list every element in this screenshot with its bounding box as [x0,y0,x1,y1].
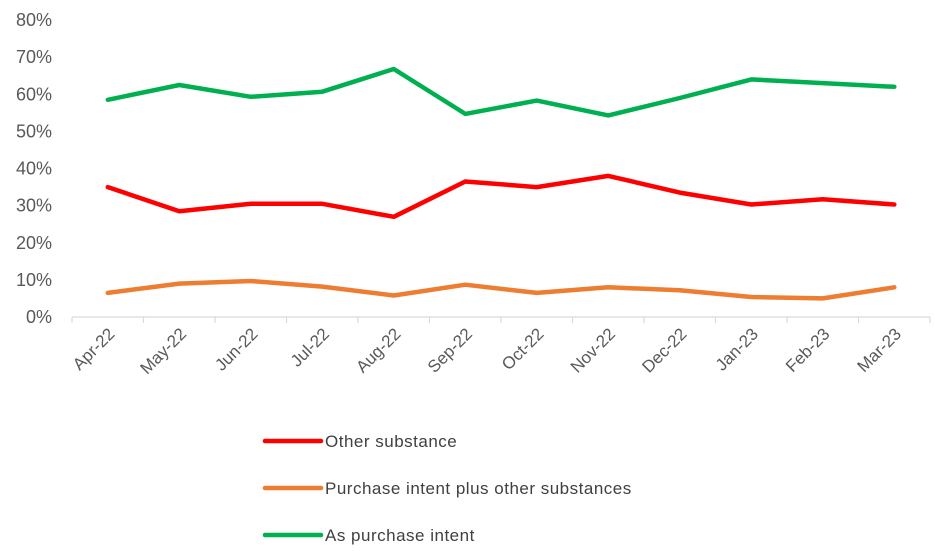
x-tick-label: Jul-22 [287,324,333,370]
y-tick-label: 60% [16,84,52,104]
y-tick-label: 70% [16,47,52,67]
legend-label: Purchase intent plus other substances [325,479,632,498]
y-tick-label: 20% [16,233,52,253]
x-tick-label: Sep-22 [424,324,476,376]
x-tick-label: Dec-22 [638,324,690,376]
series-line [105,173,897,220]
x-tick-label: Aug-22 [352,324,404,376]
x-axis [71,316,931,323]
y-tick-label: 10% [16,270,52,290]
x-tick-label: Apr-22 [69,324,119,374]
x-tick-label: Feb-23 [782,324,834,376]
legend-label: As purchase intent [325,526,475,545]
y-tick-label: 30% [16,196,52,216]
x-tick-label: May-22 [137,324,191,378]
x-tick-label: Oct-22 [498,324,548,374]
x-tick-label: Jan-23 [712,324,762,374]
x-tick-label: Jun-22 [211,324,261,374]
legend-label: Other substance [325,432,457,451]
series-line [105,278,897,301]
y-tick-label: 40% [16,159,52,179]
x-tick-label: Nov-22 [567,324,619,376]
legend: Other substance Purchase intent plus othe… [262,432,632,545]
y-axis-tick-labels: 0% 10% 20% 30% 40% 50% 60% 70% 80% [16,10,52,327]
x-tick-label: Mar-23 [854,324,906,376]
y-tick-label: 80% [16,10,52,30]
series-lines [105,66,897,301]
y-tick-label: 50% [16,121,52,141]
x-axis-tick-labels: Apr-22 May-22 Jun-22 Jul-22 Aug-22 Sep-22 Oct-… [69,324,905,378]
series-line [105,66,897,118]
y-tick-label: 0% [26,307,52,327]
